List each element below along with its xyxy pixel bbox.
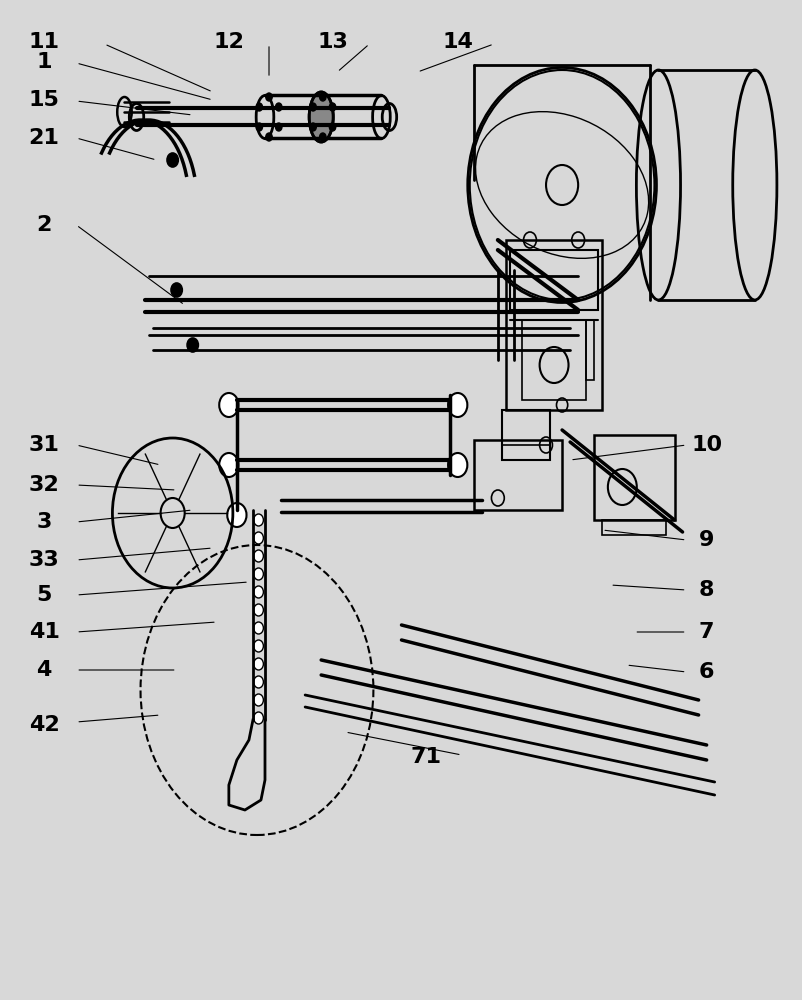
Text: 33: 33 — [29, 550, 59, 570]
Circle shape — [319, 93, 326, 101]
Circle shape — [275, 103, 282, 111]
Circle shape — [448, 393, 467, 417]
Circle shape — [167, 153, 178, 167]
Text: 9: 9 — [698, 530, 714, 550]
Text: 7: 7 — [698, 622, 714, 642]
Circle shape — [256, 103, 262, 111]
Text: 2: 2 — [36, 215, 52, 235]
Circle shape — [253, 676, 263, 688]
Text: 1: 1 — [36, 52, 52, 72]
Text: 32: 32 — [29, 475, 59, 495]
Text: 42: 42 — [29, 715, 59, 735]
Bar — [509, 250, 597, 310]
Circle shape — [310, 123, 316, 131]
Text: 13: 13 — [318, 32, 348, 52]
Circle shape — [253, 694, 263, 706]
Circle shape — [219, 393, 238, 417]
Circle shape — [319, 133, 326, 141]
Text: 6: 6 — [698, 662, 714, 682]
Circle shape — [253, 658, 263, 670]
Text: 11: 11 — [29, 32, 59, 52]
Circle shape — [253, 586, 263, 598]
Circle shape — [253, 640, 263, 652]
Text: 12: 12 — [213, 32, 244, 52]
Circle shape — [265, 93, 272, 101]
Circle shape — [310, 103, 316, 111]
Circle shape — [227, 503, 246, 527]
Circle shape — [253, 550, 263, 562]
Circle shape — [253, 712, 263, 724]
Bar — [585, 320, 593, 380]
Circle shape — [253, 568, 263, 580]
Circle shape — [265, 133, 272, 141]
Circle shape — [219, 453, 238, 477]
Circle shape — [171, 283, 182, 297]
Text: 8: 8 — [698, 580, 714, 600]
Text: 10: 10 — [691, 435, 721, 455]
Text: 71: 71 — [410, 747, 440, 767]
Circle shape — [253, 604, 263, 616]
Circle shape — [275, 123, 282, 131]
Circle shape — [253, 514, 263, 526]
Circle shape — [329, 123, 335, 131]
Ellipse shape — [309, 92, 333, 142]
Text: 21: 21 — [29, 128, 59, 148]
Text: 15: 15 — [29, 90, 59, 110]
Circle shape — [253, 532, 263, 544]
Bar — [501, 410, 549, 460]
Text: 41: 41 — [29, 622, 59, 642]
Circle shape — [253, 622, 263, 634]
Text: 3: 3 — [36, 512, 52, 532]
Circle shape — [256, 123, 262, 131]
Circle shape — [329, 103, 335, 111]
Bar — [593, 435, 674, 520]
Bar — [473, 440, 561, 510]
Text: 31: 31 — [29, 435, 59, 455]
Circle shape — [448, 453, 467, 477]
Bar — [602, 520, 666, 535]
Text: 5: 5 — [36, 585, 52, 605]
Text: 4: 4 — [36, 660, 52, 680]
Text: 14: 14 — [442, 32, 472, 52]
Circle shape — [187, 338, 198, 352]
Bar — [505, 240, 602, 410]
Bar — [521, 320, 585, 400]
